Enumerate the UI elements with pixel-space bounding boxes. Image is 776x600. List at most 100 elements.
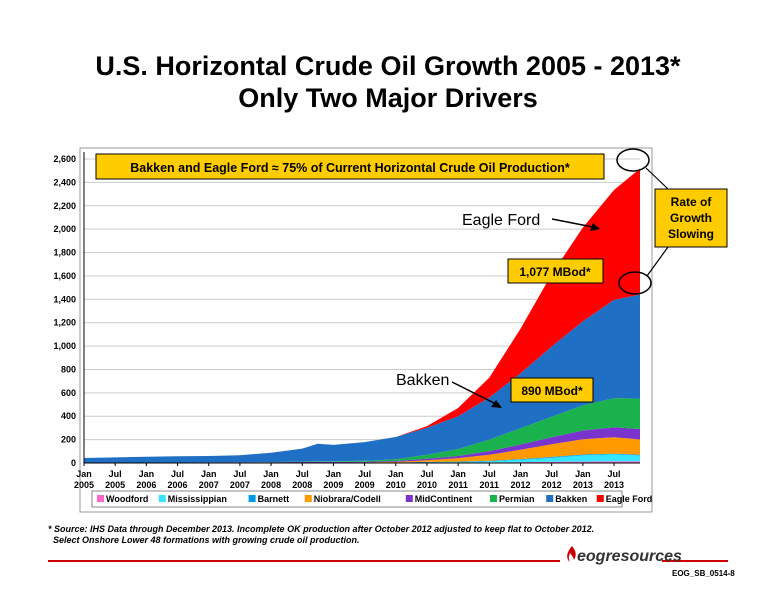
area-midcontinent bbox=[84, 427, 640, 463]
x-tick-label: 2005 bbox=[74, 480, 94, 490]
eog-logo-text: eogresources bbox=[577, 548, 682, 565]
x-tick-label: Jan bbox=[513, 469, 529, 479]
slide-id: EOG_SB_0514-8 bbox=[672, 569, 735, 578]
x-tick-label: 2012 bbox=[542, 480, 562, 490]
x-tick-label: 2010 bbox=[386, 480, 406, 490]
y-tick-label: 1,400 bbox=[53, 294, 76, 304]
y-tick-label: 1,200 bbox=[53, 318, 76, 328]
eog-flame-icon bbox=[567, 546, 576, 562]
x-tick-label: 2009 bbox=[323, 480, 343, 490]
rate-of-growth-line3: Slowing bbox=[668, 227, 714, 241]
y-tick-label: 2,200 bbox=[53, 201, 76, 211]
bakken-arrowhead bbox=[491, 400, 502, 408]
eagle-ford-value-text: 1,077 MBod* bbox=[519, 265, 591, 279]
bakken-value-text: 890 MBod* bbox=[521, 384, 583, 398]
x-tick-label: Jan bbox=[76, 469, 92, 479]
x-tick-label: Jan bbox=[388, 469, 404, 479]
x-tick-label: Jul bbox=[296, 469, 309, 479]
headline-callout-text: Bakken and Eagle Ford ≈ 75% of Current H… bbox=[130, 161, 570, 175]
y-tick-label: 2,600 bbox=[53, 154, 76, 164]
x-tick-label: Jan bbox=[263, 469, 279, 479]
eagle-ford-arrow bbox=[551, 218, 599, 229]
y-tick-label: 2,000 bbox=[53, 224, 76, 234]
y-tick-label: 600 bbox=[61, 388, 76, 398]
legend-swatch bbox=[158, 495, 166, 502]
headline-callout-box bbox=[95, 153, 605, 180]
x-tick-label: 2010 bbox=[417, 480, 437, 490]
area-barnett bbox=[84, 453, 640, 463]
eagle-ford-arrowhead bbox=[590, 223, 600, 231]
x-tick-label: Jul bbox=[109, 469, 122, 479]
legend-label: Barnett bbox=[258, 494, 290, 504]
eagle-ford-value-box bbox=[507, 258, 604, 284]
legend-frame bbox=[91, 490, 623, 508]
bakken-arrow bbox=[451, 381, 501, 407]
y-tick-label: 1,600 bbox=[53, 271, 76, 281]
x-tick-label: 2011 bbox=[480, 480, 500, 490]
x-tick-label: Jul bbox=[545, 469, 558, 479]
bakken-label: Bakken bbox=[396, 372, 449, 389]
x-tick-label: Jul bbox=[233, 469, 246, 479]
legend-swatch bbox=[304, 495, 312, 502]
y-tick-label: 400 bbox=[61, 411, 76, 421]
x-tick-label: Jan bbox=[326, 469, 342, 479]
y-tick-label: 2,400 bbox=[53, 177, 76, 187]
rate-of-growth-box bbox=[654, 188, 728, 248]
growth-pointer-top bbox=[645, 167, 669, 190]
x-axis-tick-labels: Jan2005Jul2005Jan2006Jul2006Jan2007Jul20… bbox=[74, 463, 624, 490]
bakken-peak-circle bbox=[618, 271, 652, 295]
x-tick-label: 2011 bbox=[448, 480, 468, 490]
footer-divider-right bbox=[662, 560, 728, 562]
area-eagle-ford bbox=[84, 168, 640, 458]
legend-label: Woodford bbox=[106, 494, 148, 504]
page-subtitle: Only Two Major Drivers bbox=[238, 83, 538, 113]
legend-label: MidContinent bbox=[415, 494, 473, 504]
legend-swatch bbox=[490, 495, 497, 502]
legend-label: Mississippian bbox=[168, 494, 227, 504]
x-tick-label: Jul bbox=[171, 469, 184, 479]
area-niobrara-codell bbox=[84, 437, 640, 463]
rate-of-growth-line2: Growth bbox=[670, 211, 712, 225]
rate-of-growth-line1: Rate of bbox=[671, 195, 713, 209]
legend: Woodford Mississippian Barnett Niobrara/Cod… bbox=[97, 494, 652, 504]
legend-swatch bbox=[596, 495, 604, 502]
x-tick-label: Jan bbox=[139, 469, 155, 479]
area-bakken bbox=[84, 294, 640, 463]
y-tick-label: 0 bbox=[71, 458, 76, 468]
area-mississippian bbox=[84, 454, 640, 463]
x-tick-label: 2006 bbox=[168, 480, 188, 490]
legend-label: Eagle Ford bbox=[606, 494, 653, 504]
eagle-ford-label: Eagle Ford bbox=[462, 212, 540, 229]
footnote-line-1: * Source: IHS Data through December 2013… bbox=[48, 524, 595, 534]
x-tick-label: 2013 bbox=[604, 480, 624, 490]
bakken-value-box bbox=[510, 377, 594, 403]
y-tick-label: 800 bbox=[61, 364, 76, 374]
x-tick-label: 2013 bbox=[573, 480, 593, 490]
legend-swatch bbox=[546, 495, 554, 502]
page-title: U.S. Horizontal Crude Oil Growth 2005 - … bbox=[95, 51, 681, 81]
x-tick-label: 2012 bbox=[510, 480, 530, 490]
y-tick-label: 1,000 bbox=[53, 341, 76, 351]
x-tick-label: 2008 bbox=[261, 480, 281, 490]
growth-pointer-bottom bbox=[646, 246, 669, 277]
y-axis-tick-labels: 0 200 400 600 800 1,000 1,200 1,400 1,600 1,800 2,… bbox=[53, 154, 76, 468]
eagle-ford-peak-circle bbox=[616, 148, 650, 172]
x-tick-label: 2007 bbox=[230, 480, 250, 490]
x-tick-label: 2005 bbox=[105, 480, 125, 490]
x-tick-label: Jul bbox=[420, 469, 433, 479]
x-tick-label: Jan bbox=[450, 469, 466, 479]
x-tick-label: Jan bbox=[575, 469, 591, 479]
x-tick-label: Jul bbox=[483, 469, 496, 479]
x-tick-label: 2008 bbox=[292, 480, 312, 490]
x-tick-label: 2006 bbox=[136, 480, 156, 490]
x-tick-label: Jul bbox=[358, 469, 371, 479]
footer-divider-left bbox=[48, 560, 560, 562]
y-tick-label: 200 bbox=[61, 435, 76, 445]
series-areas bbox=[84, 168, 640, 463]
legend-swatch bbox=[97, 495, 104, 502]
legend-label: Bakken bbox=[555, 494, 587, 504]
legend-label: Permian bbox=[499, 494, 535, 504]
legend-swatch bbox=[405, 495, 413, 502]
x-tick-label: 2009 bbox=[355, 480, 375, 490]
